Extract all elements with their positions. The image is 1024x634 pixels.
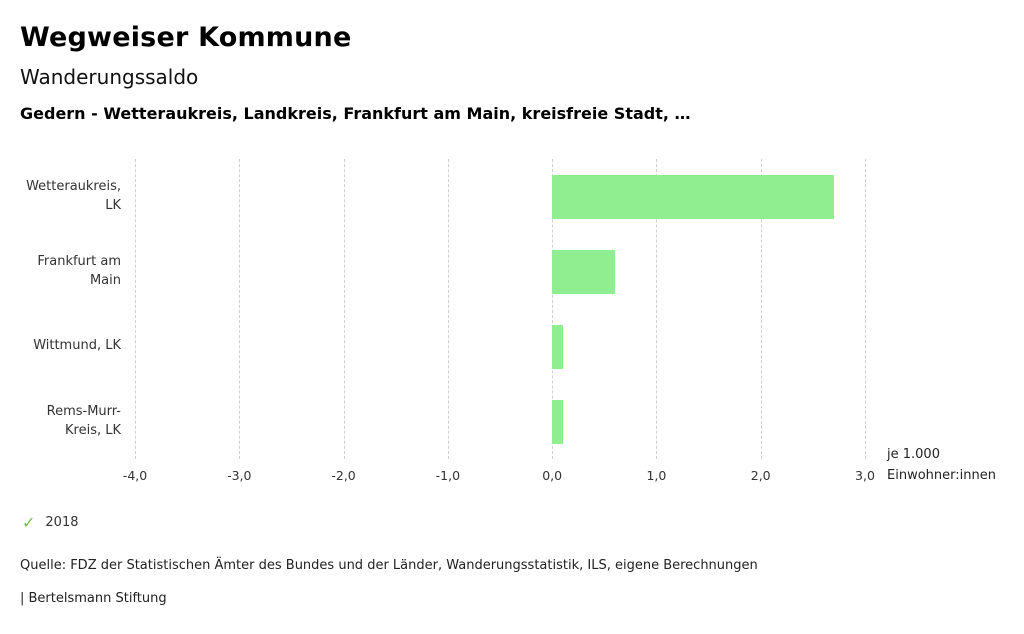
category-label: Wittmund, LK xyxy=(33,338,121,354)
gridline xyxy=(656,159,658,459)
x-tick-label: -4,0 xyxy=(122,468,148,483)
bar[interactable] xyxy=(552,324,563,369)
x-axis-ticks: -4,0 -3,0 -2,0 -1,0 0,0 1,0 2,0 3,0 xyxy=(123,459,875,485)
gridline xyxy=(343,159,345,459)
plot-wrap: -4,0 -3,0 -2,0 -1,0 0,0 1,0 2,0 3,0 xyxy=(123,159,875,485)
check-icon: ✓ xyxy=(22,513,36,532)
x-tick-label: 1,0 xyxy=(646,468,667,483)
x-tick-label: -1,0 xyxy=(435,468,461,483)
bar-chart: Wetteraukreis, LK Frankfurt am Main Wittmu… xyxy=(20,159,1004,485)
bar[interactable] xyxy=(552,174,834,219)
chart-title: Wanderungssaldo xyxy=(20,65,199,89)
gridline xyxy=(135,159,136,459)
axis-unit-line2: Einwohner:innen xyxy=(887,468,996,484)
chart-subtitle: Gedern - Wetteraukreis, Landkreis, Frank… xyxy=(20,104,691,123)
plot-area xyxy=(135,159,866,459)
brand-text: | Bertelsmann Stiftung xyxy=(20,591,167,606)
category-label: Wetteraukreis, LK xyxy=(26,178,121,213)
legend-item-2018[interactable]: ✓ 2018 xyxy=(22,513,1004,532)
gridline xyxy=(552,159,554,459)
x-tick-label: -2,0 xyxy=(331,468,356,483)
x-tick-label: -3,0 xyxy=(227,468,252,483)
category-labels: Wetteraukreis, LK Frankfurt am Main Wittmu… xyxy=(20,159,135,459)
x-tick-label: 2,0 xyxy=(750,468,771,483)
x-tick-label: 0,0 xyxy=(542,468,563,483)
bar[interactable] xyxy=(552,249,615,294)
page-title: Wegweiser Kommune xyxy=(20,22,352,53)
gridline xyxy=(239,159,241,459)
source-text: Quelle: FDZ der Statistischen Ämter des … xyxy=(20,558,758,573)
gridline xyxy=(865,159,866,459)
page: Wegweiser Kommune Wanderungssaldo Gedern… xyxy=(20,22,1004,606)
gridline xyxy=(760,159,762,459)
axis-unit-line1: je 1.000 xyxy=(887,447,940,463)
x-tick-label: 3,0 xyxy=(855,468,875,483)
bar[interactable] xyxy=(552,399,563,444)
gridline xyxy=(447,159,449,459)
category-label: Frankfurt am Main xyxy=(37,253,121,288)
category-label: Rems-Murr-Kreis, LK xyxy=(46,403,121,438)
axis-unit: je 1.000 Einwohner:innen xyxy=(865,161,1004,487)
legend-label: 2018 xyxy=(45,515,79,530)
